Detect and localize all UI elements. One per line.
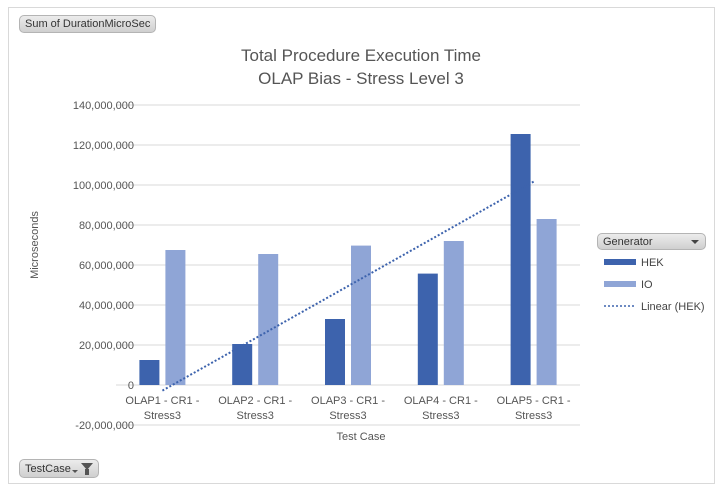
bar-io	[443, 241, 464, 385]
x-tick-label: Stress3	[515, 410, 552, 422]
legend-field-label: Generator	[603, 236, 653, 248]
x-tick-label: OLAP3 - CR1 -	[311, 395, 385, 407]
bar-io	[258, 254, 279, 385]
bar-io	[351, 245, 371, 385]
y-axis-title: Microseconds	[29, 211, 41, 279]
bar-hek	[417, 273, 438, 385]
legend-label: HEK	[641, 257, 664, 269]
y-tick-label: 40,000,000	[79, 300, 134, 312]
legend-label: IO	[641, 279, 653, 291]
x-axis-title: Test Case	[337, 431, 386, 443]
x-tick-label: OLAP2 - CR1 -	[218, 395, 292, 407]
y-tick-label: 20,000,000	[79, 340, 134, 352]
x-tick-label: OLAP5 - CR1 -	[497, 395, 571, 407]
bar-hek	[232, 344, 253, 385]
x-tick-label: Stress3	[329, 410, 366, 422]
legend-field-button[interactable]: Generator	[597, 233, 706, 250]
dropdown-arrow-icon	[691, 240, 699, 244]
trendline-linear-hek	[161, 180, 535, 392]
chart-title: Total Procedure Execution Time	[241, 46, 481, 65]
chart-subtitle: OLAP Bias - Stress Level 3	[258, 69, 464, 88]
filter-icon	[81, 463, 93, 470]
y-tick-label: 100,000,000	[73, 180, 134, 192]
bar-hek	[325, 319, 345, 385]
bar-hek	[139, 360, 160, 385]
axis-field-button[interactable]: TestCase	[19, 459, 99, 478]
chart-frame	[8, 7, 715, 484]
filter-icon-stem	[85, 469, 89, 475]
x-tick-label: OLAP4 - CR1 -	[404, 395, 478, 407]
legend-swatch-hek	[604, 259, 636, 265]
bar-io	[165, 250, 186, 385]
y-tick-label: -20,000,000	[75, 420, 134, 432]
dropdown-arrow-icon	[72, 470, 78, 473]
x-tick-label: Stress3	[144, 410, 181, 422]
y-tick-label: 140,000,000	[73, 100, 134, 112]
x-tick-label: OLAP1 - CR1 -	[125, 395, 199, 407]
legend-label: Linear (HEK)	[641, 301, 705, 313]
y-tick-label: 60,000,000	[79, 260, 134, 272]
axis-field-label: TestCase	[25, 463, 71, 475]
x-tick-label: Stress3	[237, 410, 274, 422]
values-field-button[interactable]: Sum of DurationMicroSec	[19, 15, 157, 33]
y-tick-label: 0	[128, 380, 134, 392]
bar-io	[536, 219, 557, 385]
legend-swatch-io	[604, 281, 636, 287]
x-tick-label: Stress3	[422, 410, 459, 422]
y-tick-label: 120,000,000	[73, 140, 134, 152]
bar-hek	[510, 134, 531, 385]
y-tick-label: 80,000,000	[79, 220, 134, 232]
